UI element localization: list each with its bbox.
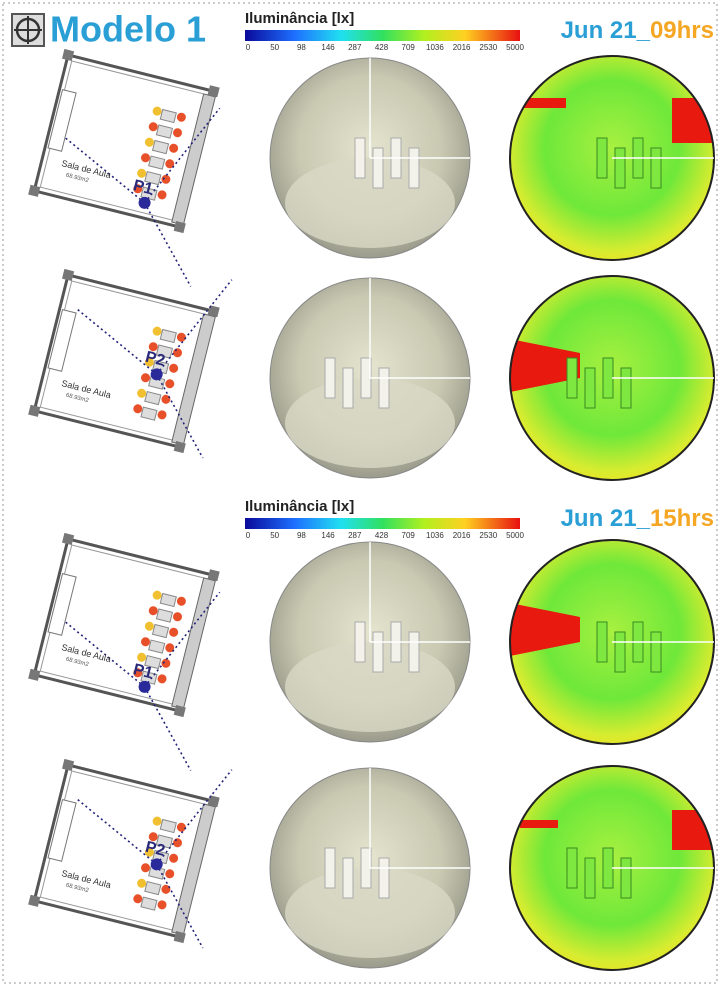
figure-shape	[597, 138, 607, 178]
date-time: Jun 21_09hrs	[561, 17, 714, 44]
legend-tick: 50	[270, 43, 279, 52]
figure-shape	[373, 632, 383, 672]
color-bar	[245, 518, 520, 529]
legend-tick: 709	[402, 531, 416, 540]
legend-tick: 287	[348, 531, 362, 540]
date: Jun 21_	[561, 505, 651, 532]
floor	[285, 158, 455, 248]
floor-plan: P2Sala de Aula68.93m2	[28, 730, 246, 948]
hot-zone	[672, 98, 716, 143]
legend-tick: 1036	[426, 43, 444, 52]
figure-shape	[567, 848, 577, 888]
figure: Modelo 1 Iluminância [lx] 0 50 98 146 287 428 7…	[0, 0, 720, 986]
figure-shape	[355, 138, 365, 178]
figure-shape	[355, 622, 365, 662]
page: Modelo 1 Iluminância [lx] 0 50 98 146 287 428 7…	[0, 0, 720, 986]
legend-tick: 709	[402, 43, 416, 52]
legend-tick: 2530	[479, 43, 497, 52]
legend-tick: 428	[375, 43, 389, 52]
date-time: Jun 21_15hrs	[561, 505, 714, 532]
figure-shape	[409, 148, 419, 188]
figure-shape	[597, 622, 607, 662]
floor	[285, 642, 455, 732]
legend-title: Iluminância [lx]	[245, 498, 354, 515]
legend-tick: 146	[321, 531, 335, 540]
figure-shape	[615, 148, 625, 188]
legend-tick: 0	[246, 531, 251, 540]
figure-shape	[343, 858, 353, 898]
legend-tick: 2016	[453, 531, 471, 540]
logo	[12, 14, 44, 46]
figure-shape	[585, 858, 595, 898]
figure-shape	[621, 858, 631, 898]
figure-shape	[615, 632, 625, 672]
color-bar	[245, 30, 520, 41]
figure-shape	[343, 368, 353, 408]
figure-shape	[379, 368, 389, 408]
figure-shape	[325, 848, 335, 888]
legend-tick: 1036	[426, 531, 444, 540]
figure-shape	[585, 368, 595, 408]
date: Jun 21_	[561, 17, 651, 44]
legend-tick: 0	[246, 43, 251, 52]
figure-shape	[567, 358, 577, 398]
figure-shape	[651, 632, 661, 672]
figure-shape	[379, 858, 389, 898]
hot-zone	[520, 820, 558, 828]
legend-tick: 5000	[506, 43, 524, 52]
legend-tick: 287	[348, 43, 362, 52]
legend-tick: 98	[297, 531, 306, 540]
legend-tick: 146	[321, 43, 335, 52]
figure-shape	[621, 368, 631, 408]
hot-zone	[672, 810, 716, 850]
figure-shape	[325, 358, 335, 398]
figure-shape	[603, 848, 613, 888]
legend-tick: 98	[297, 43, 306, 52]
floor-plan: P2Sala de Aula68.93m2	[28, 240, 246, 458]
row: P2Sala de Aula68.93m2	[28, 730, 716, 970]
figure-shape	[603, 358, 613, 398]
legend-tick: 428	[375, 531, 389, 540]
legend-tick: 5000	[506, 531, 524, 540]
row: P1Sala de Aula68.93m2	[16, 533, 714, 771]
figure-shape	[651, 148, 661, 188]
legend-tick: 50	[270, 531, 279, 540]
time: 09hrs	[650, 17, 714, 44]
row: P2Sala de Aula68.93m2	[28, 240, 714, 480]
title: Modelo 1	[50, 9, 206, 50]
legend-title: Iluminância [lx]	[245, 10, 354, 27]
figure-shape	[373, 148, 383, 188]
legend-tick: 2016	[453, 43, 471, 52]
legend-tick: 2530	[479, 531, 497, 540]
time: 15hrs	[650, 505, 714, 532]
figure-shape	[409, 632, 419, 672]
